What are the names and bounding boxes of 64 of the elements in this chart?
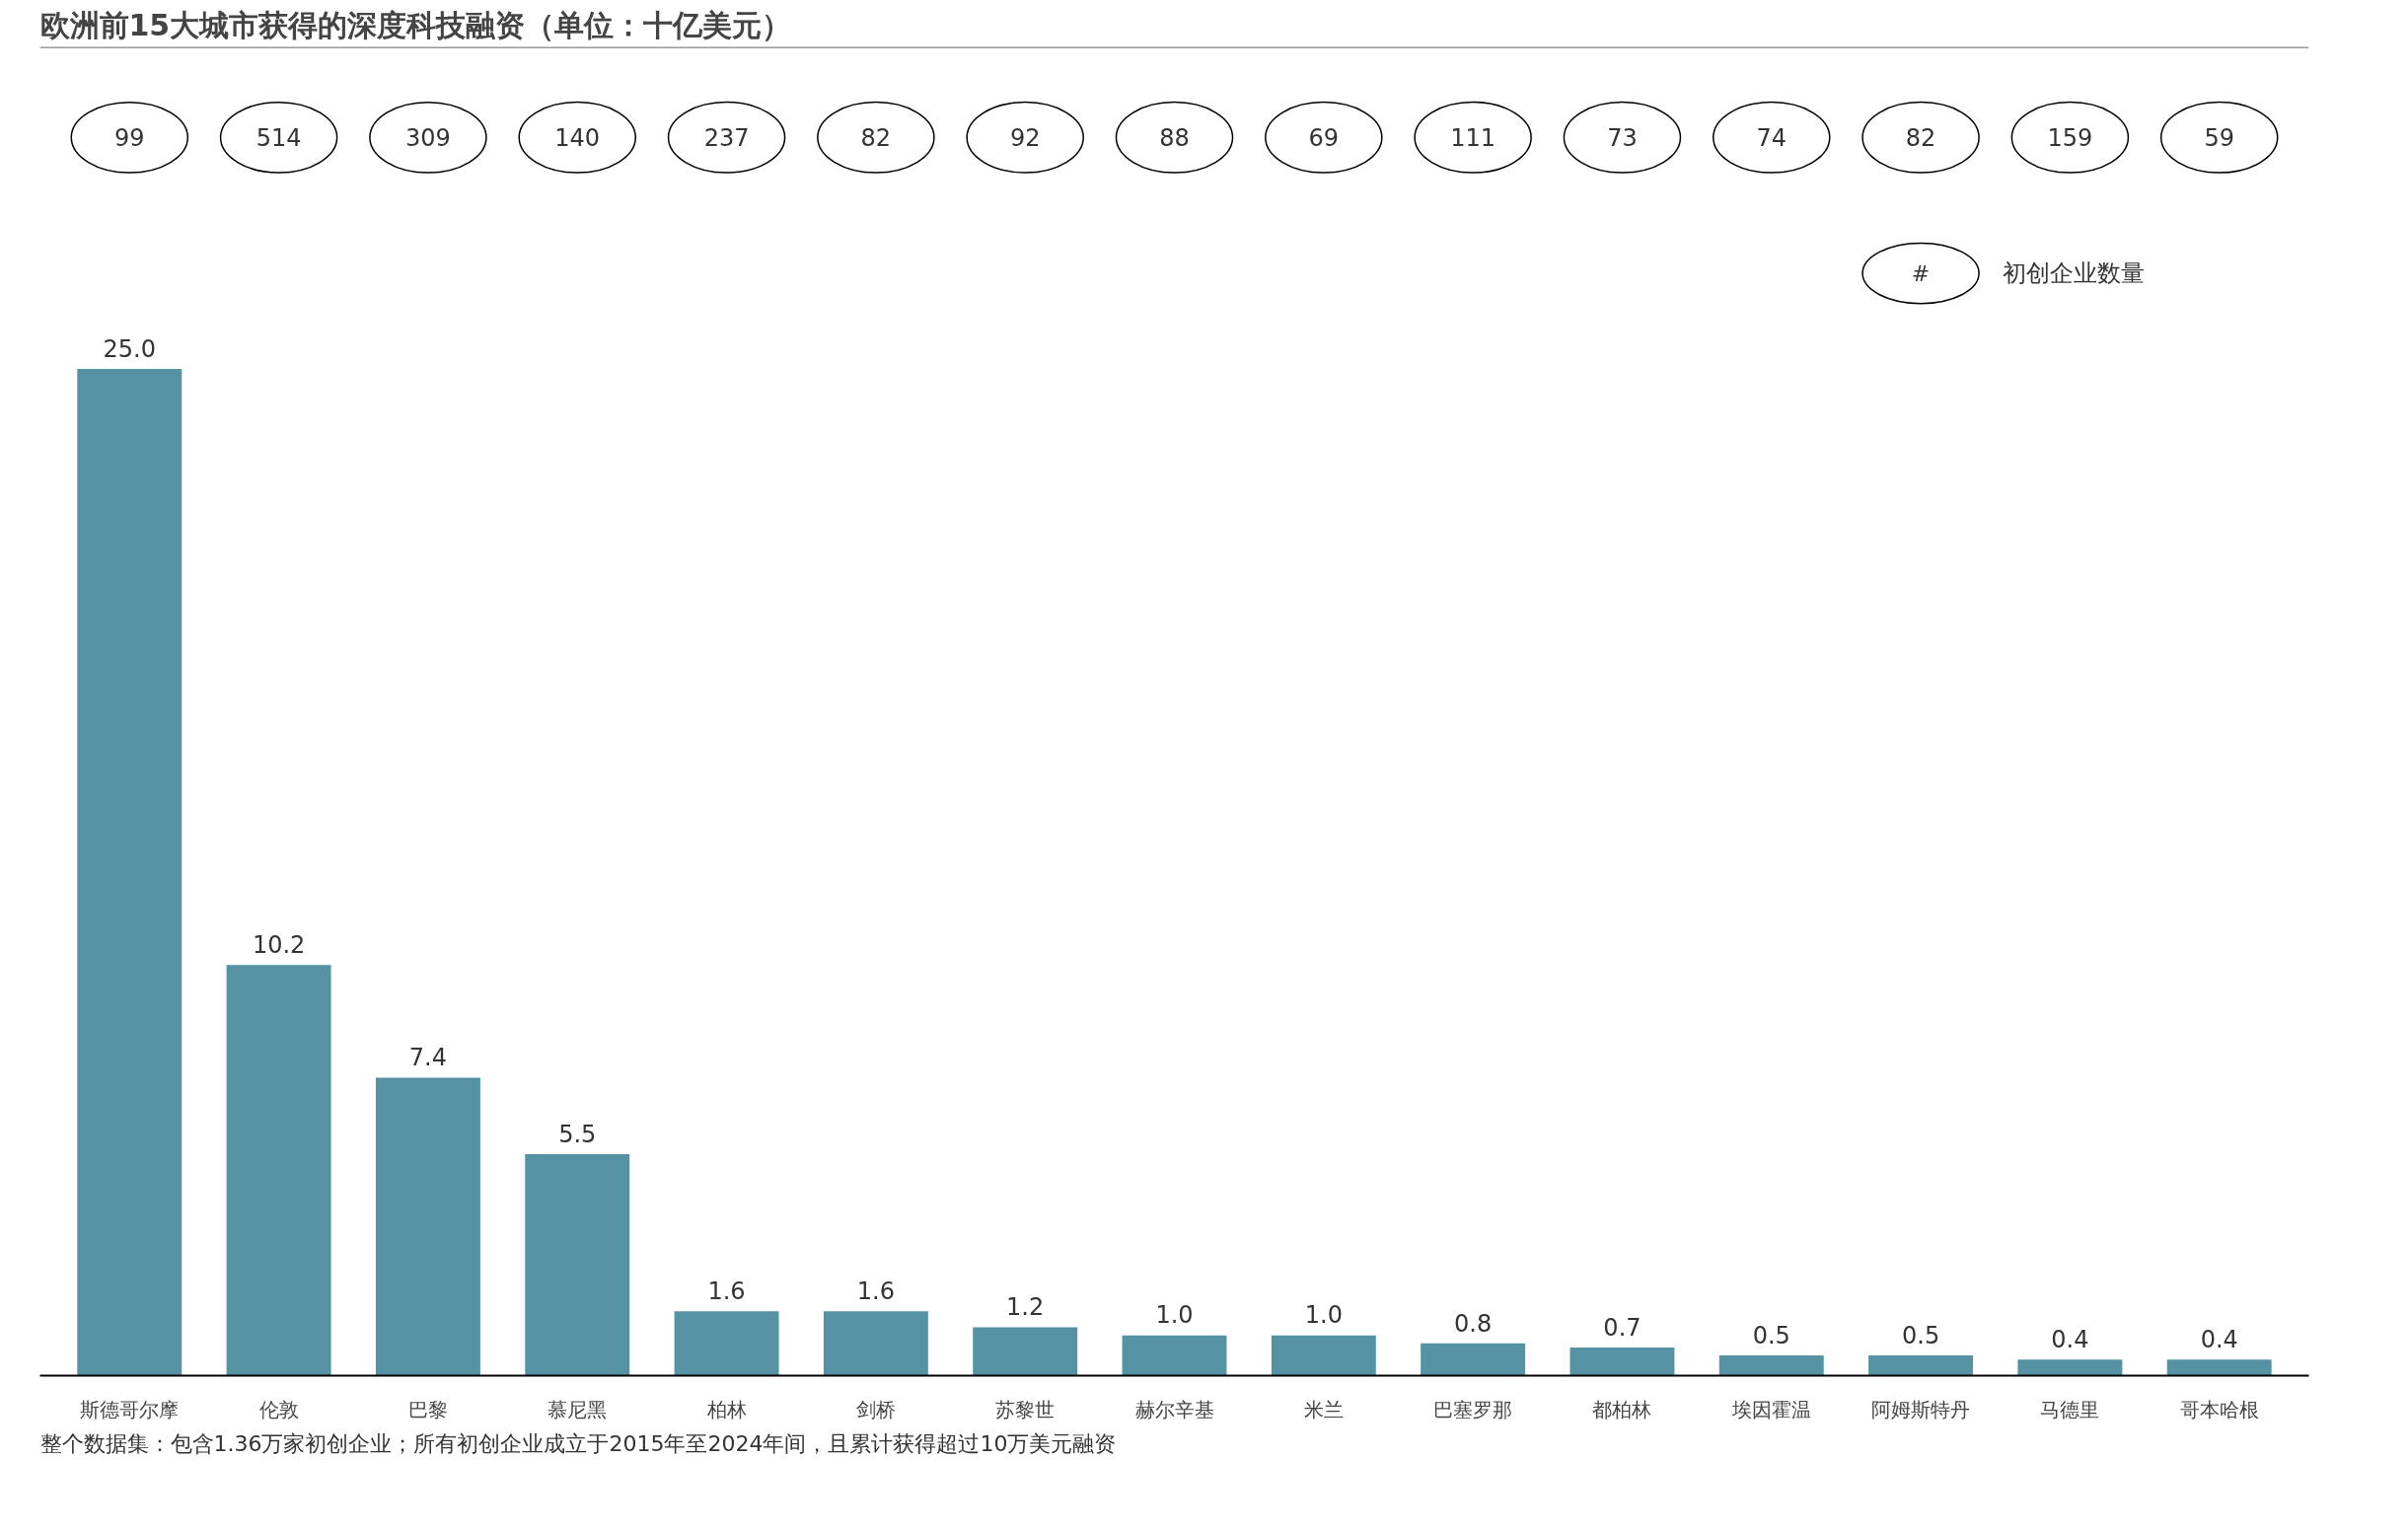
text: 59 — [2204, 124, 2234, 153]
text: 92 — [1009, 124, 1041, 153]
data-label: 10.2 — [252, 930, 306, 959]
bar — [674, 1311, 779, 1376]
text: 514 — [255, 124, 302, 153]
text: 69 — [1308, 124, 1340, 153]
data-label: 1.0 — [1304, 1301, 1343, 1330]
text: 74 — [1756, 124, 1788, 153]
data-label: 0.8 — [1454, 1309, 1493, 1338]
bar — [525, 1154, 630, 1376]
x-tick-label: 慕尼黑 — [547, 1397, 608, 1422]
text: 159 — [2047, 124, 2093, 153]
text: 88 — [1159, 124, 1190, 153]
x-tick-label: 马德里 — [2040, 1397, 2100, 1422]
x-tick-label: 米兰 — [1303, 1397, 1344, 1422]
bar — [1718, 1355, 1824, 1376]
x-tick-label: 苏黎世 — [995, 1397, 1056, 1422]
text: # — [1911, 260, 1931, 286]
x-tick-label: 赫尔辛基 — [1134, 1397, 1214, 1422]
text: 140 — [554, 124, 601, 153]
data-label: 0.4 — [2200, 1325, 2238, 1353]
x-tick-label: 埃因霍温 — [1730, 1397, 1811, 1422]
bar — [77, 369, 182, 1376]
bar — [2166, 1359, 2272, 1376]
text: 237 — [703, 124, 750, 153]
bar — [1122, 1335, 1227, 1376]
data-label: 1.6 — [707, 1276, 746, 1305]
bar — [1569, 1347, 1675, 1376]
data-label: 0.5 — [1901, 1321, 1940, 1349]
bar — [2017, 1359, 2123, 1376]
x-tick-label: 伦敦 — [258, 1397, 299, 1422]
bar — [226, 965, 331, 1376]
data-label: 1.6 — [856, 1276, 895, 1305]
text: 73 — [1607, 124, 1638, 153]
x-tick-label: 都柏林 — [1592, 1397, 1652, 1422]
x-tick-label: 巴黎 — [407, 1397, 448, 1422]
bar — [375, 1077, 480, 1376]
data-label: 1.0 — [1155, 1301, 1194, 1330]
bar — [1271, 1335, 1376, 1376]
x-tick-label: 阿姆斯特丹 — [1871, 1397, 1971, 1422]
bar — [1421, 1343, 1526, 1376]
data-label: 7.4 — [408, 1044, 448, 1072]
data-label: 0.4 — [2051, 1325, 2089, 1353]
text: 82 — [1905, 124, 1936, 153]
text: 111 — [1450, 124, 1496, 153]
x-tick-label: 哥本哈根 — [2179, 1397, 2259, 1422]
bar — [1868, 1355, 1974, 1376]
bar — [973, 1327, 1078, 1376]
x-tick-label: 柏林 — [705, 1397, 747, 1422]
x-tick-label: 斯德哥尔摩 — [80, 1397, 180, 1422]
data-label: 0.5 — [1752, 1321, 1790, 1349]
text: 整个数据集：包含1.36万家初创企业；所有初创企业成立于2015年至2024年间，且累计获得超过10万美元融资 — [39, 1430, 1117, 1456]
data-label: 0.7 — [1603, 1313, 1642, 1342]
chart-title: 欧洲前15大城市获得的深度科技融资（单位：十亿美元） — [39, 7, 792, 42]
x-tick-label: 巴塞罗那 — [1433, 1397, 1513, 1422]
data-label: 1.2 — [1006, 1293, 1045, 1322]
x-tick-label: 剑桥 — [855, 1397, 896, 1422]
text: 99 — [114, 124, 145, 153]
text: 309 — [405, 124, 451, 153]
data-label: 25.0 — [103, 334, 157, 363]
data-label: 5.5 — [558, 1120, 597, 1148]
bar — [823, 1311, 928, 1376]
text: 82 — [860, 124, 892, 153]
text: 初创企业数量 — [2003, 259, 2146, 288]
